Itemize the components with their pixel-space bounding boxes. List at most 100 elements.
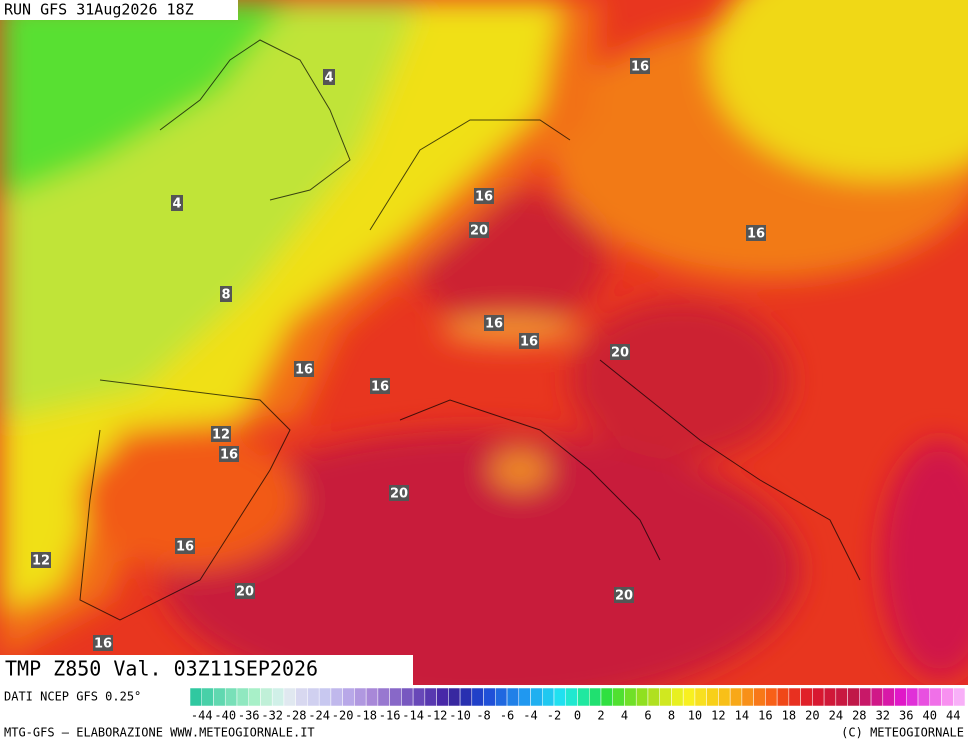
credit-label: MTG-GFS — ELABORAZIONE WWW.METEOGIORNALE… (4, 726, 315, 740)
color-swatch (307, 687, 320, 707)
color-swatch (577, 687, 590, 707)
color-swatch (671, 687, 684, 707)
color-swatch (870, 687, 884, 707)
contour-label: 20 (390, 487, 408, 502)
scale-label: 4 (621, 709, 628, 723)
scale-label: -40 (214, 709, 236, 723)
scale-label: -4 (523, 709, 537, 723)
color-swatch (530, 687, 543, 707)
contour-label: 12 (212, 428, 230, 443)
color-swatch (788, 687, 801, 707)
color-swatch (894, 687, 907, 707)
color-swatch (706, 687, 719, 707)
scale-label: -14 (402, 709, 424, 723)
contour-label-box (175, 538, 195, 554)
color-swatch (800, 687, 813, 707)
color-swatch (682, 687, 696, 707)
color-swatch (753, 687, 766, 707)
title-box (0, 655, 413, 685)
color-swatch (201, 687, 214, 707)
temperature-map (0, 0, 968, 685)
scale-label: -12 (426, 709, 448, 723)
color-swatch (471, 687, 484, 707)
contour-label: 16 (94, 637, 112, 652)
color-swatch (729, 687, 743, 707)
contour-label-box (31, 552, 51, 568)
contour-label: 20 (470, 224, 488, 239)
color-swatch (694, 687, 707, 707)
scale-label: 28 (852, 709, 866, 723)
color-swatch (929, 687, 942, 707)
contour-label-box (93, 635, 113, 651)
color-swatch (271, 687, 285, 707)
color-swatch (342, 687, 355, 707)
scale-label: 16 (758, 709, 772, 723)
color-swatch (776, 687, 790, 707)
scale-label: 36 (899, 709, 913, 723)
scale-label: 24 (829, 709, 843, 723)
contour-label: 16 (295, 363, 313, 378)
color-swatch (553, 687, 567, 707)
color-swatch (412, 687, 426, 707)
color-swatch (330, 687, 343, 707)
contour-label: 16 (176, 540, 194, 555)
contour-label-box (323, 69, 335, 85)
scale-label: -28 (285, 709, 307, 723)
scale-label: -10 (449, 709, 471, 723)
contour-label: 20 (236, 585, 254, 600)
map-title: TMP Z850 Val. 03Z11SEP2026 (5, 657, 318, 681)
color-swatch (506, 687, 520, 707)
coastlines (79, 39, 861, 621)
color-swatch (588, 687, 602, 707)
contour-label-box (484, 315, 504, 331)
color-swatch (260, 687, 273, 707)
scale-label: -8 (476, 709, 490, 723)
contour-label: 4 (172, 197, 181, 212)
scale-label: -32 (261, 709, 283, 723)
color-swatch (859, 687, 872, 707)
color-swatch (718, 687, 731, 707)
color-swatch (401, 687, 414, 707)
scale-label: 8 (668, 709, 675, 723)
color-swatch (635, 687, 649, 707)
color-swatch (283, 687, 296, 707)
color-swatch (213, 687, 226, 707)
color-swatch (318, 687, 332, 707)
color-swatch (882, 687, 895, 707)
color-swatch (906, 687, 919, 707)
contour-label: 16 (220, 448, 238, 463)
scale-label: -44 (191, 709, 213, 723)
contour-label: 20 (615, 589, 633, 604)
source-label: DATI NCEP GFS 0.25° (4, 690, 141, 704)
contour-label-box (219, 446, 239, 462)
contour-label-box (614, 587, 634, 603)
contour-label: 8 (221, 288, 230, 303)
scale-label: -20 (332, 709, 354, 723)
color-swatch (823, 687, 837, 707)
scale-label: 12 (711, 709, 725, 723)
contour-label: 16 (485, 317, 503, 332)
color-swatch (600, 687, 613, 707)
color-swatch (741, 687, 754, 707)
contour-label-box (630, 58, 650, 74)
scale-label: 32 (876, 709, 890, 723)
contour-label: 16 (371, 380, 389, 395)
scale-label: 6 (644, 709, 651, 723)
contour-label: 16 (631, 60, 649, 75)
color-swatch (448, 687, 461, 707)
color-swatch (377, 687, 390, 707)
color-swatch (518, 687, 531, 707)
contour-label: 16 (520, 335, 538, 350)
scale-label: 18 (782, 709, 796, 723)
color-swatch (612, 687, 625, 707)
color-swatch (424, 687, 437, 707)
color-swatch (389, 687, 402, 707)
color-swatch (953, 687, 966, 707)
contour-label-box (220, 286, 232, 302)
color-swatch (436, 687, 449, 707)
scale-label: 0 (574, 709, 581, 723)
scale-label: 2 (597, 709, 604, 723)
color-swatch (224, 687, 238, 707)
scale-label: -18 (355, 709, 377, 723)
color-swatch (835, 687, 848, 707)
